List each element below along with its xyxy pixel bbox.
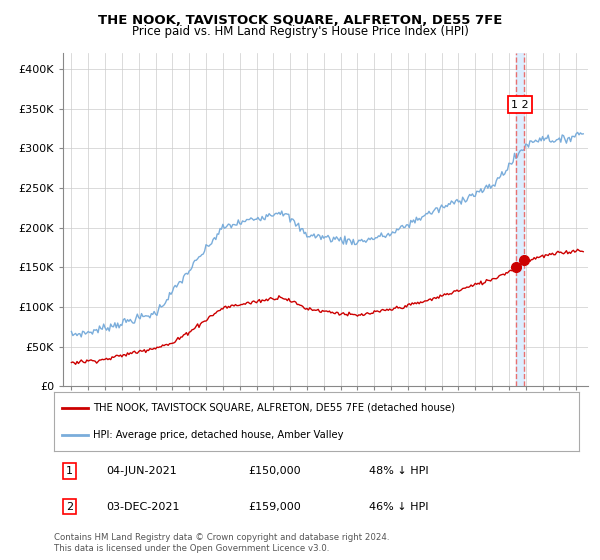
Text: 1: 1 [66, 466, 73, 476]
Text: 48% ↓ HPI: 48% ↓ HPI [369, 466, 428, 476]
Bar [516, 53, 524, 386]
Text: £150,000: £150,000 [248, 466, 301, 476]
Text: Contains HM Land Registry data © Crown copyright and database right 2024.
This d: Contains HM Land Registry data © Crown c… [54, 533, 389, 553]
Text: 46% ↓ HPI: 46% ↓ HPI [369, 502, 428, 511]
Text: 04-JUN-2021: 04-JUN-2021 [107, 466, 177, 476]
Text: HPI: Average price, detached house, Amber Valley: HPI: Average price, detached house, Ambe… [94, 430, 344, 440]
Text: 03-DEC-2021: 03-DEC-2021 [107, 502, 180, 511]
Text: £159,000: £159,000 [248, 502, 301, 511]
Text: 2: 2 [66, 502, 73, 511]
Text: THE NOOK, TAVISTOCK SQUARE, ALFRETON, DE55 7FE (detached house): THE NOOK, TAVISTOCK SQUARE, ALFRETON, DE… [94, 403, 455, 413]
Text: Price paid vs. HM Land Registry's House Price Index (HPI): Price paid vs. HM Land Registry's House … [131, 25, 469, 38]
Text: THE NOOK, TAVISTOCK SQUARE, ALFRETON, DE55 7FE: THE NOOK, TAVISTOCK SQUARE, ALFRETON, DE… [98, 14, 502, 27]
Text: 1 2: 1 2 [511, 100, 529, 110]
